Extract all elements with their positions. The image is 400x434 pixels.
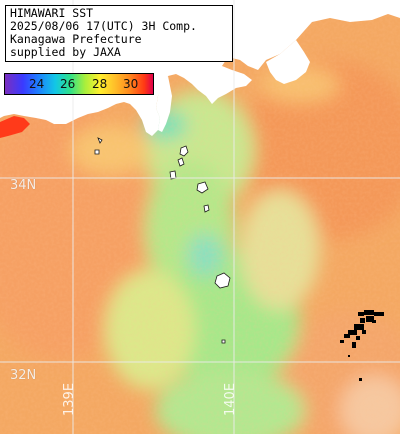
region-name: Kanagawa Prefecture (10, 32, 142, 46)
islands (94, 137, 231, 344)
missing-data (340, 310, 384, 381)
latitude-label-32n: 32N (10, 368, 37, 383)
latitude-label-34n: 34N (10, 178, 37, 193)
product-title: HIMAWARI SST (10, 6, 94, 20)
legend-tick-30: 30 (123, 77, 139, 91)
info-box: HIMAWARI SST 2025/08/06 17(UTC) 3H Comp.… (5, 5, 233, 62)
warm-patch (0, 116, 30, 138)
longitude-label-139e: 139E (62, 382, 77, 416)
data-credit: supplied by JAXA (10, 45, 121, 59)
longitude-label-140e: 140E (223, 382, 238, 416)
color-legend: 24 26 28 30 (4, 73, 154, 95)
legend-tick-26: 26 (60, 77, 76, 91)
legend-tick-24: 24 (29, 77, 45, 91)
timestamp: 2025/08/06 17(UTC) 3H Comp. (10, 19, 197, 33)
legend-gradient (5, 74, 153, 94)
legend-tick-28: 28 (92, 77, 108, 91)
